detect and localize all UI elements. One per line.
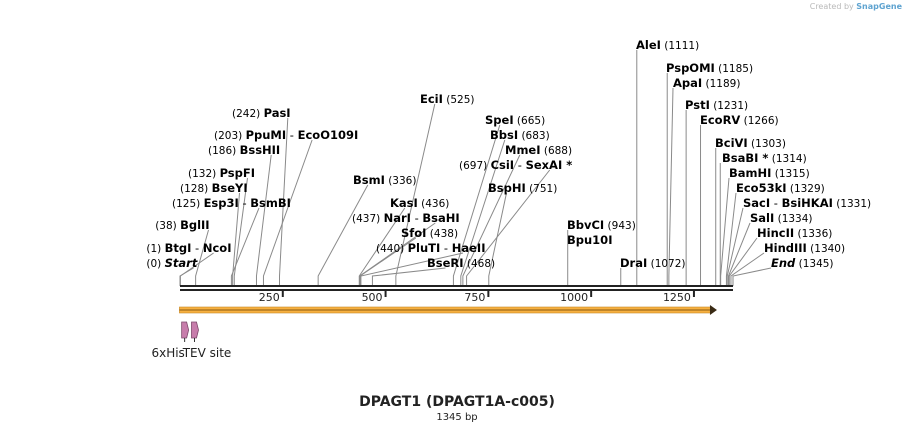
feature-label: TEV site: [182, 346, 232, 360]
site-label-alei: AleI (1111): [636, 38, 699, 52]
site-label-bcivi: BciVI (1303): [715, 136, 786, 150]
ruler-tick-label: 1250: [663, 291, 691, 304]
site-label-bbsi: BbsI (683): [490, 128, 550, 142]
site-label-bamhi: BamHI (1315): [729, 166, 810, 180]
watermark: Created by SnapGene: [810, 2, 902, 11]
site-label-sali: SalI (1334): [750, 211, 813, 225]
site-label-bseyi: (128) BseYI: [180, 181, 248, 195]
feature-label: 6xHis: [151, 346, 184, 360]
site-label-drai: DraI (1072): [620, 256, 686, 270]
site-cut-line: [179, 267, 194, 286]
site-label-bsshii: (186) BssHII: [208, 143, 280, 157]
site-label-pspomi: PspOMI (1185): [666, 61, 753, 75]
site-cut-line: [726, 207, 744, 286]
site-label-bsabi: BsaBI * (1314): [722, 151, 807, 165]
orf-arrowhead: [709, 305, 717, 315]
watermark-text: Created by: [809, 2, 854, 11]
site-label-psti: PstI (1231): [685, 98, 748, 112]
site-label-esp3i: (125) Esp3I - BsmBI: [172, 196, 291, 210]
site-cut-line: [359, 237, 417, 286]
site-cut-line: [452, 124, 501, 286]
site-label-end: End (1345): [771, 256, 834, 270]
site-cut-line: [360, 252, 464, 286]
site-label-bsmi: BsmI (336): [353, 173, 416, 187]
feature-6xhis[interactable]: [181, 321, 190, 339]
ruler: 250 500 750 1000 1250: [259, 290, 695, 304]
site-label-pluti: (440) PluTI - HaeII: [376, 241, 485, 255]
site-label-ppumi: (203) PpuMI - EcoO109I: [214, 128, 358, 142]
site-label-spei: SpeI (665): [485, 113, 545, 127]
site-cut-line: [488, 192, 507, 286]
snapgene-logo: SnapGene: [856, 2, 902, 11]
site-cut-line: [230, 207, 260, 286]
site-labels: (1) BtgI - NcoI(0) Start (38) BglII (125) …: [146, 38, 871, 270]
site-label-saci: SacI - BsiHKAI (1331): [743, 196, 871, 210]
feature-tev-site[interactable]: [191, 321, 199, 339]
site-label-bseri: BseRI (468): [427, 256, 495, 270]
site-cut-line: [195, 229, 209, 286]
site-cut-line: [395, 103, 436, 286]
site-cut-line: [371, 267, 446, 286]
site-lines: [179, 50, 772, 286]
dna-backbone: [180, 285, 733, 291]
site-cut-line: [727, 222, 751, 286]
site-label-pspfi: (132) PspFI: [188, 166, 255, 180]
ruler-tick-label: 750: [464, 291, 485, 304]
site-cut-line: [668, 87, 674, 286]
site-label-nari: (437) NarI - BsaHI: [352, 211, 460, 225]
site-label-bpu10i: Bpu10I: [567, 233, 612, 247]
site-cut-line: [232, 192, 240, 286]
site-cut-line: [720, 177, 730, 286]
ruler-tick-label: 250: [259, 291, 280, 304]
ruler-tick-label: 500: [362, 291, 383, 304]
site-label-eco53ki: Eco53kI (1329): [736, 181, 825, 195]
site-label-ecorv: EcoRV (1266): [700, 113, 779, 127]
site-label-ecii: EciI (525): [420, 92, 474, 106]
site-label-kasi: KasI (436): [390, 196, 449, 210]
site-cut-line: [462, 154, 521, 286]
site-label-bsphi: BspHI (751): [488, 181, 557, 195]
site-cut-line: [233, 177, 248, 286]
site-label-hindiii: HindIII (1340): [764, 241, 845, 255]
site-cut-line: [278, 117, 289, 286]
site-cut-line: [725, 192, 737, 286]
site-label-sfoi: SfoI (438): [401, 226, 458, 240]
site-cut-line: [255, 154, 272, 286]
site-cut-line: [262, 139, 313, 286]
site-cut-line: [728, 237, 758, 286]
site-cut-line: [317, 184, 369, 286]
site-cut-line: [466, 169, 551, 286]
map-length: 1345 bp: [436, 412, 478, 423]
site-label-pasi: (242) PasI: [232, 106, 291, 120]
site-label-mmei: MmeI (688): [505, 143, 572, 157]
site-label-start: (0) Start: [146, 256, 197, 270]
site-label-btgi: (1) BtgI - NcoI: [146, 241, 231, 255]
map-title: DPAGT1 (DPAGT1A-c005): [359, 394, 555, 410]
site-cut-line: [460, 139, 506, 286]
ruler-tick-label: 1000: [560, 291, 588, 304]
site-label-csii: (697) CsiI - SexAI *: [459, 158, 572, 172]
site-label-hincii: HincII (1336): [757, 226, 832, 240]
site-cut-line: [730, 252, 765, 286]
site-label-bglii: (38) BglII: [155, 218, 209, 232]
site-label-bbvci: BbvCI (943): [567, 218, 636, 232]
site-label-apai: ApaI (1189): [673, 76, 740, 90]
site-cut-line: [732, 267, 772, 286]
